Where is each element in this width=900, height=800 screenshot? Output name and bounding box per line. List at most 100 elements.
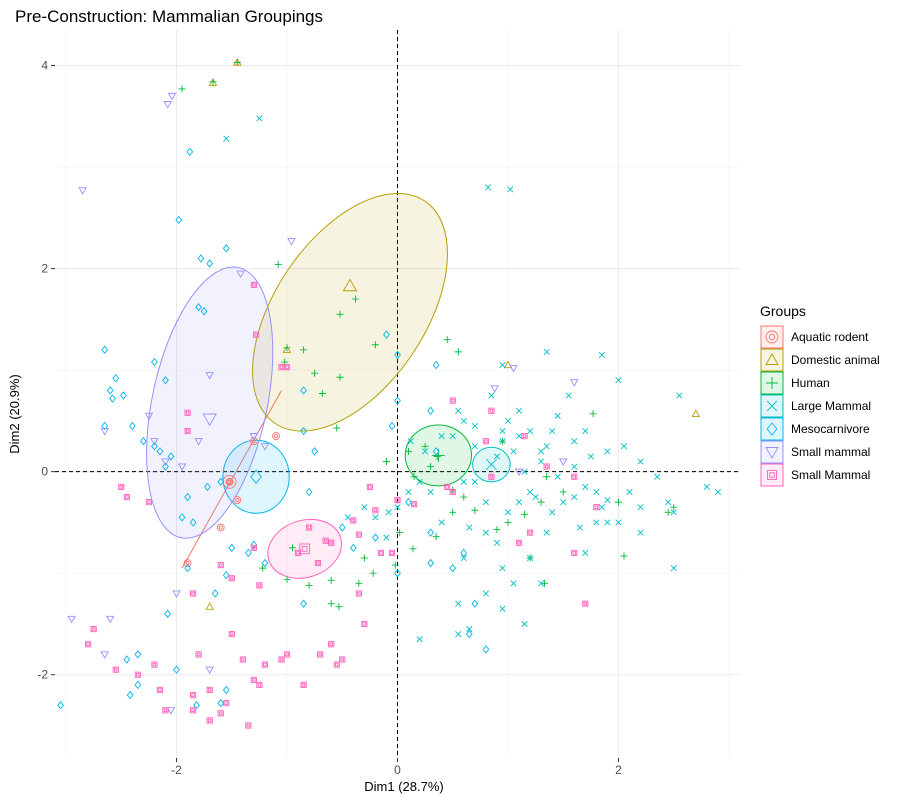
data-point	[283, 651, 291, 658]
data-point	[499, 605, 506, 612]
series-small-mammal	[67, 92, 579, 715]
data-point	[206, 259, 214, 268]
data-point	[432, 447, 440, 456]
data-point	[714, 488, 722, 496]
data-point	[205, 666, 214, 675]
data-point	[460, 548, 468, 558]
data-point	[593, 504, 600, 511]
data-point	[377, 549, 385, 556]
data-point	[339, 656, 346, 663]
data-point	[455, 407, 462, 414]
data-point	[538, 580, 545, 587]
data-point	[123, 493, 130, 501]
data-point	[410, 473, 418, 481]
data-point	[532, 493, 539, 501]
data-point	[410, 501, 418, 508]
data-point	[145, 499, 152, 506]
data-point	[372, 507, 379, 514]
data-point	[543, 473, 551, 481]
data-point	[318, 389, 326, 397]
legend-symbol	[767, 470, 777, 480]
legend-item-small-mammal: Small Mammal	[760, 463, 870, 487]
data-point	[504, 509, 512, 516]
data-point	[335, 603, 343, 611]
data-point	[256, 681, 263, 688]
data-point	[582, 549, 589, 557]
data-point	[383, 534, 390, 541]
series-mesocarnivore	[57, 147, 490, 710]
legend-key	[760, 348, 784, 372]
legend-key	[760, 417, 784, 441]
legend-symbol	[765, 330, 779, 344]
data-point	[626, 488, 633, 496]
data-point	[327, 600, 335, 608]
data-point	[493, 453, 501, 460]
data-point	[543, 348, 550, 355]
data-point	[593, 519, 600, 526]
data-point	[637, 529, 644, 536]
data-point	[484, 184, 492, 191]
data-point	[101, 421, 109, 431]
centroid-marker	[202, 413, 217, 427]
data-point	[305, 487, 313, 497]
legend-label: Small mammal	[791, 445, 870, 459]
data-point	[515, 407, 523, 414]
data-point	[637, 504, 644, 511]
data-point	[236, 270, 245, 279]
data-point	[151, 357, 158, 367]
y-tick-label: 2	[41, 262, 48, 276]
legend-key	[760, 440, 784, 464]
data-point	[328, 539, 335, 546]
data-point	[349, 543, 357, 553]
data-point	[676, 392, 683, 399]
data-point	[195, 651, 202, 658]
data-point	[184, 563, 191, 573]
y-tick-label: -2	[37, 668, 48, 682]
data-point	[195, 302, 203, 312]
legend-item-domestic-animal: Domestic animal	[760, 348, 880, 372]
data-point	[90, 625, 97, 633]
data-point	[250, 540, 258, 549]
legend-key	[760, 463, 784, 487]
data-point	[206, 717, 213, 724]
data-point	[388, 549, 396, 556]
data-point	[371, 341, 379, 349]
data-point	[514, 468, 524, 477]
data-point	[665, 499, 672, 506]
data-point	[422, 448, 429, 455]
centroid-marker	[485, 459, 497, 471]
data-point	[283, 575, 291, 583]
data-point	[161, 458, 170, 466]
data-point	[589, 410, 597, 418]
data-point	[471, 599, 479, 608]
data-point	[598, 351, 606, 359]
legend-symbol	[766, 400, 778, 412]
data-point	[466, 524, 473, 531]
data-point	[205, 602, 214, 610]
data-point	[538, 448, 545, 455]
data-point	[287, 238, 296, 246]
data-point	[598, 504, 606, 511]
data-point	[582, 483, 589, 491]
data-point	[336, 373, 344, 381]
data-point	[499, 361, 506, 369]
data-point	[100, 427, 109, 436]
data-point	[151, 661, 158, 668]
data-point	[443, 336, 451, 344]
legend-label: Mesocarnivore	[791, 422, 870, 436]
data-point	[510, 448, 517, 455]
data-point	[106, 386, 114, 395]
data-point	[105, 615, 115, 624]
data-point	[209, 78, 217, 86]
legend-label: Human	[791, 376, 830, 390]
data-point	[559, 488, 567, 496]
data-point	[336, 310, 344, 318]
data-point	[427, 463, 435, 471]
data-point	[184, 427, 191, 435]
data-point	[449, 563, 457, 573]
data-point	[396, 529, 404, 537]
data-point	[118, 483, 125, 490]
legend-label: Aquatic rodent	[791, 330, 869, 344]
data-point	[228, 543, 236, 553]
data-point	[540, 579, 548, 587]
